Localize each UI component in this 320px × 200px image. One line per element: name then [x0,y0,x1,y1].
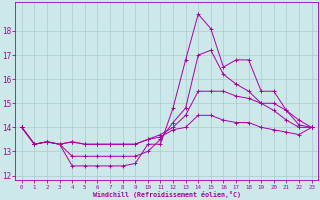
X-axis label: Windchill (Refroidissement éolien,°C): Windchill (Refroidissement éolien,°C) [93,191,241,198]
